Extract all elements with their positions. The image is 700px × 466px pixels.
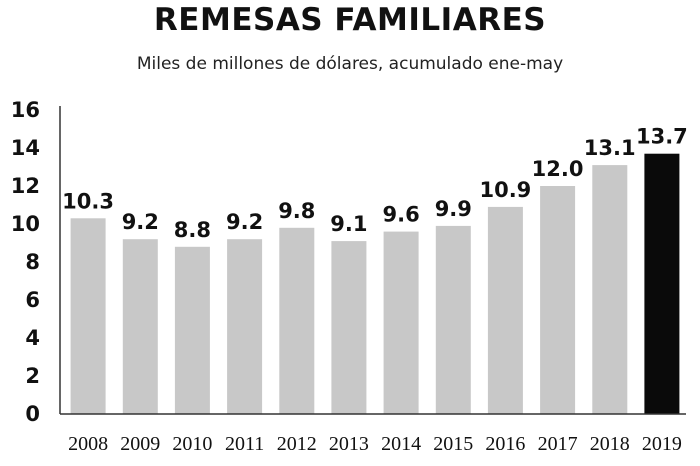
- x-tick-label-2008: 2008: [68, 433, 108, 455]
- y-tick-label: 8: [25, 250, 40, 274]
- bar-2011: [227, 239, 263, 414]
- data-label-2016: 10.9: [479, 178, 531, 202]
- data-label-2010: 8.8: [174, 218, 211, 242]
- x-axis-ticks: 2008 2009 2010 2011 2012 2013 2014 2015 2016 2017…: [68, 433, 682, 455]
- x-tick-label-2013: 2013: [329, 433, 369, 455]
- chart-subtitle: Miles de millones de dólares, acumulado …: [136, 54, 564, 74]
- bar-2016: [487, 206, 523, 414]
- bar-2015: [435, 225, 471, 414]
- y-tick-label: 10: [11, 212, 40, 236]
- data-label-2012: 9.8: [278, 199, 315, 223]
- x-tick-label-2009: 2009: [120, 433, 160, 455]
- x-tick-label-2019: 2019: [642, 433, 682, 455]
- data-label-2009: 9.2: [122, 210, 159, 234]
- x-tick-label-2018: 2018: [590, 433, 630, 455]
- bar-2014: [383, 231, 419, 414]
- y-tick-label: 4: [25, 326, 40, 350]
- bar-2013: [331, 241, 367, 414]
- x-tick-label-2010: 2010: [172, 433, 212, 455]
- x-tick-label-2017: 2017: [538, 433, 578, 455]
- y-tick-label: 2: [25, 364, 40, 388]
- data-label-2018: 13.1: [584, 136, 636, 160]
- data-label-2011: 9.2: [226, 210, 263, 234]
- data-label-2014: 9.6: [382, 203, 419, 227]
- y-axis-ticks: 0 2 4 6 8 10 12 14 16: [11, 98, 40, 426]
- y-tick-label: 0: [25, 402, 40, 426]
- data-label-2017: 12.0: [532, 157, 584, 181]
- x-tick-label-2015: 2015: [433, 433, 473, 455]
- bar-2018: [592, 165, 628, 414]
- x-tick-label-2016: 2016: [485, 433, 525, 455]
- x-tick-label-2014: 2014: [381, 433, 421, 455]
- bars: [70, 153, 680, 414]
- y-tick-label: 12: [11, 174, 40, 198]
- chart-title: REMESAS FAMILIARES: [153, 2, 547, 38]
- bar-2009: [122, 239, 158, 414]
- bar-2019: [644, 153, 680, 414]
- data-labels: 10.3 9.2 8.8 9.2 9.8 9.1 9.6 9.9 10.912.013.1 13.…: [62, 125, 688, 242]
- data-label-2008: 10.3: [62, 189, 114, 213]
- bar-2017: [540, 186, 576, 414]
- y-tick-label: 16: [11, 98, 40, 122]
- x-tick-label-2011: 2011: [225, 433, 264, 455]
- y-tick-label: 14: [11, 136, 40, 160]
- y-tick-label: 6: [25, 288, 40, 312]
- data-label-2015: 9.9: [435, 197, 472, 221]
- bar-2010: [174, 246, 210, 414]
- data-label-2019: 13.7: [636, 125, 688, 149]
- data-label-2013: 9.1: [330, 212, 367, 236]
- bar-2008: [70, 218, 106, 414]
- bar-2012: [279, 227, 315, 414]
- x-tick-label-2012: 2012: [277, 433, 317, 455]
